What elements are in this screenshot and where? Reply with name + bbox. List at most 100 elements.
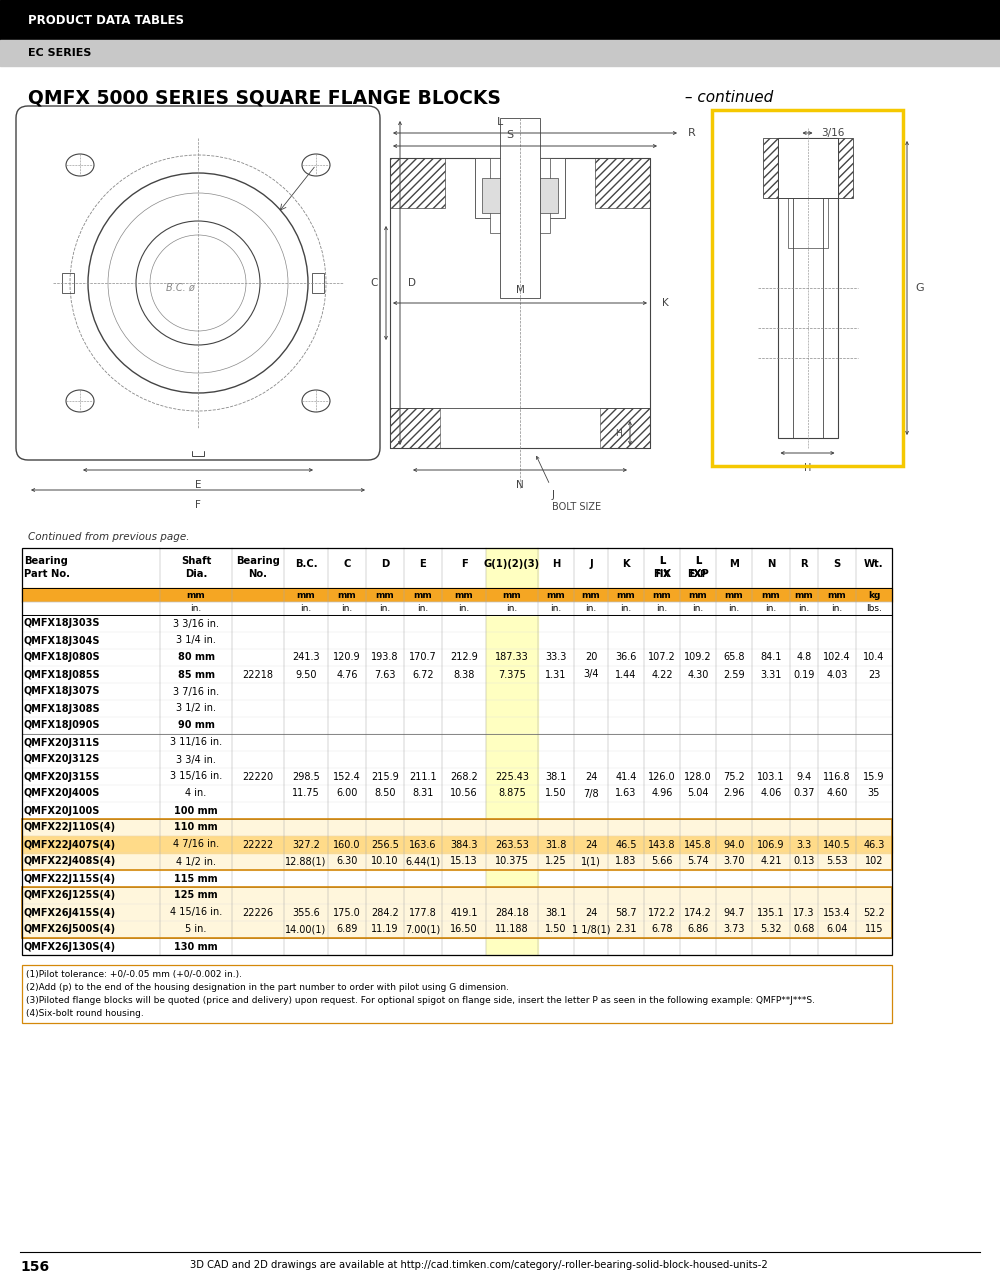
Text: 3/4: 3/4 [583,669,599,680]
Text: 10.375: 10.375 [495,856,529,867]
Text: QMFX26J500S(4): QMFX26J500S(4) [24,924,116,934]
Text: QMFX18J303S: QMFX18J303S [24,618,100,628]
Text: PRODUCT DATA TABLES: PRODUCT DATA TABLES [28,14,184,27]
Text: in.: in. [550,604,562,613]
Text: in.: in. [417,604,429,613]
Text: M: M [516,285,524,294]
Text: mm: mm [376,590,394,599]
Bar [22,588,892,602]
Text: 215.9: 215.9 [371,772,399,782]
Text: QMFX22J408S(4): QMFX22J408S(4) [24,856,116,867]
Text: G: G [915,283,924,293]
Text: FIX: FIX [655,570,669,579]
Text: EC SERIES: EC SERIES [28,47,91,58]
Text: 3D CAD and 2D drawings are available at http://cad.timken.com/category/-roller-b: 3D CAD and 2D drawings are available at … [190,1260,768,1270]
Text: mm: mm [725,590,743,599]
Text: 135.1: 135.1 [757,908,785,918]
Text: 1.63: 1.63 [615,788,637,799]
Text: 5.53: 5.53 [826,856,848,867]
Text: 241.3: 241.3 [292,653,320,663]
Text: 6.44(1): 6.44(1) [405,856,441,867]
Bar [490,157,550,233]
Text: in.: in. [300,604,312,613]
Text: 0.37: 0.37 [793,788,815,799]
Text: 5.32: 5.32 [760,924,782,934]
Text: N: N [516,480,524,490]
Text: 163.6: 163.6 [409,840,437,850]
Text: D: D [408,278,416,288]
Text: L: L [659,556,665,566]
Text: in.: in. [620,604,632,613]
Text: G(1)(2)(3): G(1)(2)(3) [484,559,540,570]
Text: 327.2: 327.2 [292,840,320,850]
Text: R: R [800,559,808,570]
Text: 15.13: 15.13 [450,856,478,867]
Text: 1.50: 1.50 [545,924,567,934]
Text: mm: mm [187,590,205,599]
Text: 152.4: 152.4 [333,772,361,782]
Text: 38.1: 38.1 [545,772,567,782]
Text: 0.19: 0.19 [793,669,815,680]
Text: 140.5: 140.5 [823,840,851,850]
Text: 5.74: 5.74 [687,856,709,867]
Text: 10.4: 10.4 [863,653,885,663]
Bar [190,116,206,125]
Text: 102: 102 [865,856,883,867]
Text: mm: mm [828,590,846,599]
Bar [22,965,892,1023]
Text: Part No.: Part No. [24,570,70,579]
Text: 10.10: 10.10 [371,856,399,867]
Text: 419.1: 419.1 [450,908,478,918]
Text: 5 in.: 5 in. [185,924,207,934]
Text: (1)Pilot tolerance: +0/-0.05 mm (+0/-0.002 in.).: (1)Pilot tolerance: +0/-0.05 mm (+0/-0.0… [26,970,242,979]
Bar [0,40,1000,67]
Text: M: M [729,559,739,570]
Text: 6.30: 6.30 [336,856,358,867]
Text: 38.1: 38.1 [545,908,567,918]
Text: D: D [381,559,389,570]
Text: 2.31: 2.31 [615,924,637,934]
Text: 225.43: 225.43 [495,772,529,782]
Text: 3 1/2 in.: 3 1/2 in. [176,704,216,713]
Text: C: C [371,278,378,288]
Text: QMFX 5000 SERIES SQUARE FLANGE BLOCKS: QMFX 5000 SERIES SQUARE FLANGE BLOCKS [28,88,501,108]
Bar [62,273,74,293]
Text: 17.3: 17.3 [793,908,815,918]
Text: 3.31: 3.31 [760,669,782,680]
Text: 7.63: 7.63 [374,669,396,680]
Text: mm: mm [617,590,635,599]
Text: 4.8: 4.8 [796,653,812,663]
Text: 298.5: 298.5 [292,772,320,782]
Text: 94.7: 94.7 [723,908,745,918]
Text: QMFX20J311S: QMFX20J311S [24,737,100,748]
Text: 6.89: 6.89 [336,924,358,934]
Text: 22218: 22218 [242,669,274,680]
Text: 212.9: 212.9 [450,653,478,663]
Text: N: N [767,559,775,570]
Text: 3 1/4 in.: 3 1/4 in. [176,635,216,645]
Text: 41.4: 41.4 [615,772,637,782]
Text: in.: in. [506,604,518,613]
Text: 6.72: 6.72 [412,669,434,680]
Text: 116.8: 116.8 [823,772,851,782]
Text: 3 3/16 in.: 3 3/16 in. [173,618,219,628]
Text: 126.0: 126.0 [648,772,676,782]
Text: QMFX22J407S(4): QMFX22J407S(4) [24,840,116,850]
Text: 23: 23 [868,669,880,680]
Text: 4.60: 4.60 [826,788,848,799]
Text: 3 15/16 in.: 3 15/16 in. [170,772,222,782]
Text: in.: in. [379,604,391,613]
Text: 65.8: 65.8 [723,653,745,663]
Text: L: L [659,556,665,566]
Text: 160.0: 160.0 [333,840,361,850]
Text: 256.5: 256.5 [371,840,399,850]
Text: 6.86: 6.86 [687,924,709,934]
Text: Bearing: Bearing [236,556,280,566]
Text: 3 3/4 in.: 3 3/4 in. [176,754,216,764]
Text: 115: 115 [865,924,883,934]
Text: mm: mm [582,590,600,599]
Bar [600,408,650,448]
Text: in.: in. [458,604,470,613]
Text: mm: mm [795,590,813,599]
Text: QMFX18J080S: QMFX18J080S [24,653,101,663]
